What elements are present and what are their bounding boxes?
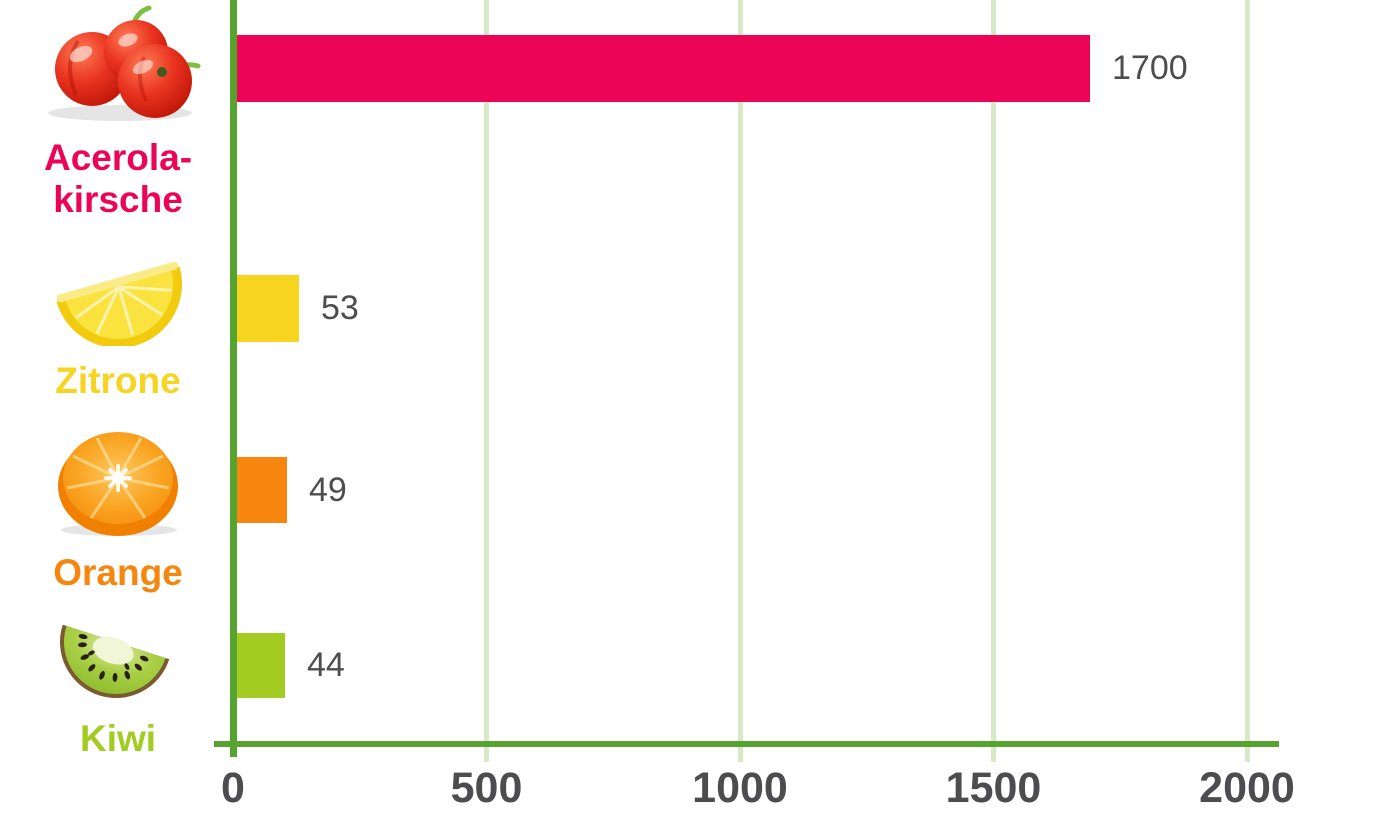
lemon-wedge-icon: [56, 261, 182, 346]
gridline-1500: [991, 0, 996, 762]
bar-row-acerola: 1700: [233, 35, 1188, 102]
x-tick-label-2000: 2000: [1199, 764, 1295, 812]
bar-row-zitrone: 53: [233, 275, 359, 342]
gridline-500: [484, 0, 489, 762]
x-axis-line: [214, 741, 1279, 747]
bar-value-zitrone: 53: [321, 289, 359, 327]
y-axis-line: [230, 0, 237, 757]
bar-orange: [233, 457, 287, 523]
bar-value-orange: 49: [309, 470, 347, 509]
bar-value-kiwi: 44: [307, 646, 345, 684]
category-label-kiwi: Kiwi: [79, 718, 157, 759]
bar-acerola: [233, 35, 1090, 102]
category-label-orange: Orange: [53, 552, 183, 593]
x-tick-label-1000: 1000: [692, 764, 788, 812]
category-kiwi: Kiwi: [10, 600, 226, 760]
gridline-1000: [737, 0, 743, 762]
gridline-2000: [1244, 0, 1250, 762]
category-acerola: Acerola- kirsche: [10, 5, 226, 221]
x-tick-label-0: 0: [221, 764, 245, 812]
bar-value-acerola: 1700: [1112, 49, 1188, 87]
acerola-cherries-icon: [48, 5, 201, 121]
category-label-acerola: Acerola- kirsche: [43, 137, 193, 220]
bar-row-orange: 49: [233, 457, 347, 523]
x-tick-label-500: 500: [450, 764, 523, 812]
category-label-zitrone: Zitrone: [55, 360, 181, 401]
bar-kiwi: [233, 633, 285, 698]
orange-half-icon: [58, 432, 178, 536]
bar-zitrone: [233, 275, 299, 342]
bar-row-kiwi: 44: [233, 633, 345, 698]
category-zitrone: Zitrone: [10, 244, 226, 402]
x-tick-label-1500: 1500: [945, 764, 1042, 812]
category-orange: Orange: [10, 426, 226, 594]
kiwi-wedge-icon: [60, 624, 170, 698]
